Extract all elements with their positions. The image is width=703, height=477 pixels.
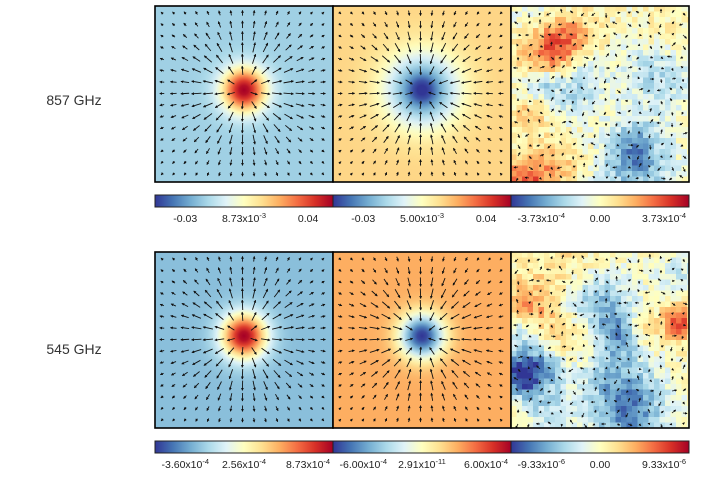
colorbar-tick-label: 8.73x10-3: [222, 211, 266, 225]
row-label-857: 857 GHz: [46, 92, 101, 108]
colorbar-tick-label: -0.03: [351, 213, 375, 225]
colorbar-tick-label: 0.04: [476, 213, 497, 225]
colorbar-tick-label: -3.73x10-4: [517, 211, 565, 225]
colorbar-tick-label: 5.00x10-3: [400, 211, 444, 225]
colorbar-tick-label: -0.03: [173, 213, 197, 225]
colorbar-tick-label: -3.60x10-4: [161, 457, 209, 471]
colorbar-r1-p1: -6.00x10-4 2.91x10-11 6.00x10-4: [332, 440, 512, 471]
map-panel-r0-p0: [154, 5, 334, 183]
colorbar-tick-label: 8.73x10-4: [286, 457, 330, 471]
colorbar-tick-label: 6.00x10-4: [464, 457, 508, 471]
colorbar-tick-label: -9.33x10-6: [517, 457, 565, 471]
map-panel-r1-p1: [332, 251, 512, 429]
colorbar-tick-label: 2.91x10-11: [398, 457, 446, 471]
colorbar-r0-p2: -3.73x10-4 0.00 3.73x10-4: [510, 194, 690, 225]
colorbar-tick-label: 2.56x10-4: [222, 457, 266, 471]
colorbar-r1-p0: -3.60x10-4 2.56x10-4 8.73x10-4: [154, 440, 334, 471]
map-panel-r1-p2: [510, 251, 690, 429]
colorbar-tick-label: 0.00: [590, 459, 611, 471]
colorbar-tick-label: 9.33x10-6: [642, 457, 686, 471]
colorbar-tick-label: 0.04: [298, 213, 319, 225]
colorbar-tick-label: -6.00x10-4: [339, 457, 387, 471]
colorbar-tick-label: 0.00: [590, 213, 611, 225]
map-panel-r0-p2: [510, 5, 690, 183]
row-label-545: 545 GHz: [46, 341, 101, 357]
map-panel-r1-p0: [154, 251, 334, 429]
colorbar-r1-p2: -9.33x10-6 0.00 9.33x10-6: [510, 440, 690, 471]
map-panel-r0-p1: [332, 5, 512, 183]
colorbar-tick-label: 3.73x10-4: [642, 211, 686, 225]
colorbar-r0-p0: -0.03 8.73x10-3 0.04: [154, 194, 334, 225]
colorbar-r0-p1: -0.03 5.00x10-3 0.04: [332, 194, 512, 225]
